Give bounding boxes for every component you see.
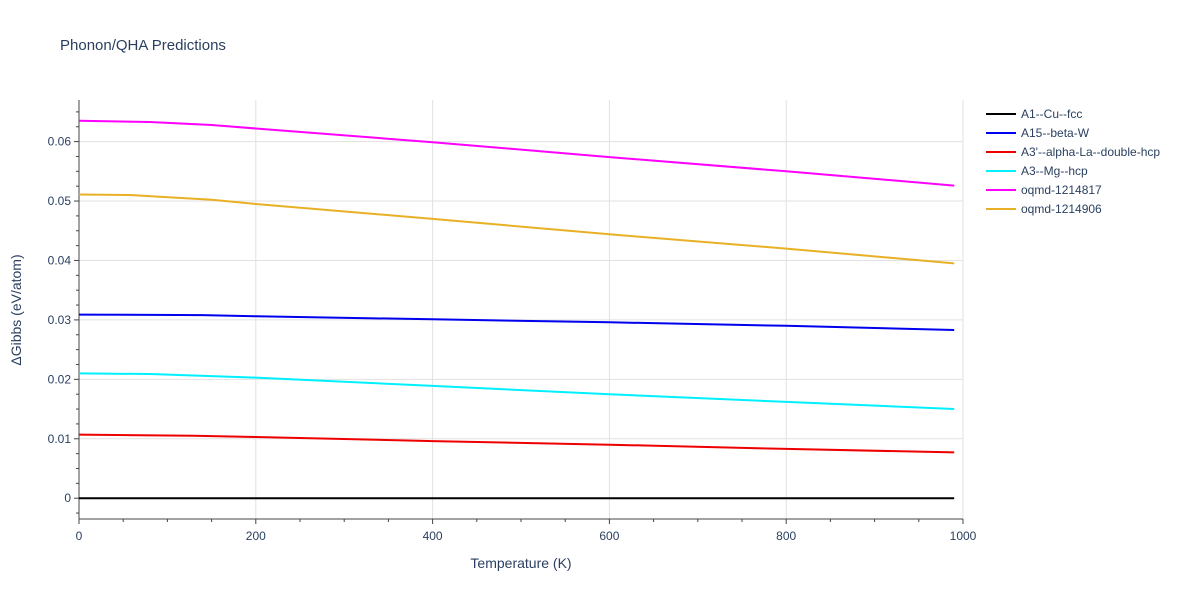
axes <box>74 100 964 524</box>
x-tick-label: 200 <box>246 529 266 543</box>
legend-item-3[interactable]: A3--Mg--hcp <box>986 164 1088 178</box>
legend-item-0[interactable]: A1--Cu--fcc <box>986 107 1082 121</box>
x-tick-label: 600 <box>599 529 619 543</box>
x-tick-label: 1000 <box>950 529 977 543</box>
legend-label: A3'--alpha-La--double-hcp <box>1021 145 1160 159</box>
legend-label: A3--Mg--hcp <box>1021 164 1088 178</box>
legend-label: A1--Cu--fcc <box>1021 107 1082 121</box>
legend[interactable]: A1--Cu--fcc A15--beta-W A3'--alpha-La--dou… <box>986 107 1160 216</box>
x-tick-label: 0 <box>76 529 83 543</box>
tick-labels: 0 200 400 600 800 1000 0 0.01 0.02 0.03 0.04 0.05 0.… <box>48 135 977 543</box>
y-tick-label: 0.06 <box>48 135 72 149</box>
plot-area <box>78 119 955 500</box>
y-axis-title: ΔGibbs (eV/atom) <box>8 254 24 365</box>
y-tick-label: 0.01 <box>48 432 72 446</box>
legend-label: oqmd-1214906 <box>1021 202 1102 216</box>
y-tick-label: 0 <box>64 491 71 505</box>
legend-item-1[interactable]: A15--beta-W <box>986 126 1090 140</box>
legend-item-2[interactable]: A3'--alpha-La--double-hcp <box>986 145 1160 159</box>
series-line-5 <box>78 193 955 265</box>
y-tick-label: 0.05 <box>48 194 72 208</box>
x-tick-label: 800 <box>776 529 796 543</box>
series-line-3 <box>78 372 955 410</box>
series-line-2 <box>78 433 955 454</box>
series-line-1 <box>78 313 955 331</box>
legend-item-4[interactable]: oqmd-1214817 <box>986 183 1102 197</box>
legend-label: oqmd-1214817 <box>1021 183 1102 197</box>
y-tick-label: 0.03 <box>48 313 72 327</box>
y-tick-label: 0.04 <box>48 253 72 267</box>
legend-item-5[interactable]: oqmd-1214906 <box>986 202 1102 216</box>
chart-title: Phonon/QHA Predictions <box>60 37 226 54</box>
x-tick-label: 400 <box>423 529 443 543</box>
grid-lines <box>79 100 964 519</box>
y-tick-label: 0.02 <box>48 372 72 386</box>
series-line-4 <box>78 119 955 187</box>
legend-label: A15--beta-W <box>1021 126 1090 140</box>
x-axis-title: Temperature (K) <box>470 555 571 571</box>
